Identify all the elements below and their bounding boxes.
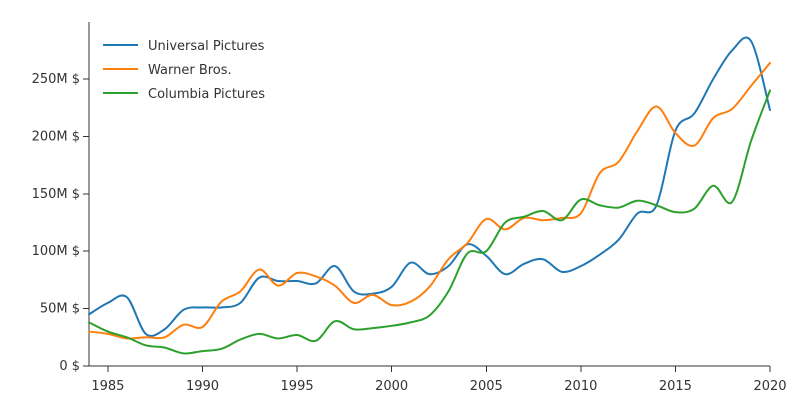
y-ticks: 0 $ 50M $ 100M $ 150M $ 200M $ 250M $ [32,72,89,374]
x-tick-label: 2020 [753,379,786,394]
series-line-universal-pictures [88,36,771,337]
y-tick-label: 250M $ [32,72,80,87]
x-tick-label: 1990 [186,379,219,394]
x-tick-label: 2010 [564,379,597,394]
series-line-columbia-pictures [88,89,771,355]
legend-label-warner-bros-: Warner Bros. [148,63,232,78]
x-tick-label: 2015 [659,379,692,394]
x-tick-label: 2005 [470,379,503,394]
legend-label-columbia-pictures: Columbia Pictures [148,87,265,102]
y-tick-label: 200M $ [32,129,80,144]
y-tick-label: 100M $ [32,244,80,259]
series-lines [88,36,771,355]
y-tick-label: 50M $ [40,302,80,317]
x-ticks: 1985 1990 1995 2000 2005 2010 2015 2020 [91,366,787,394]
x-tick-label: 1995 [281,379,314,394]
legend-label-universal-pictures: Universal Pictures [148,39,265,54]
x-tick-label: 1985 [91,379,124,394]
legend: Universal Pictures Warner Bros. Columbia P… [103,39,265,102]
y-tick-label: 0 $ [59,359,80,374]
y-tick-label: 150M $ [32,187,80,202]
series-line-warner-bros- [88,61,771,340]
x-tick-label: 2000 [375,379,408,394]
